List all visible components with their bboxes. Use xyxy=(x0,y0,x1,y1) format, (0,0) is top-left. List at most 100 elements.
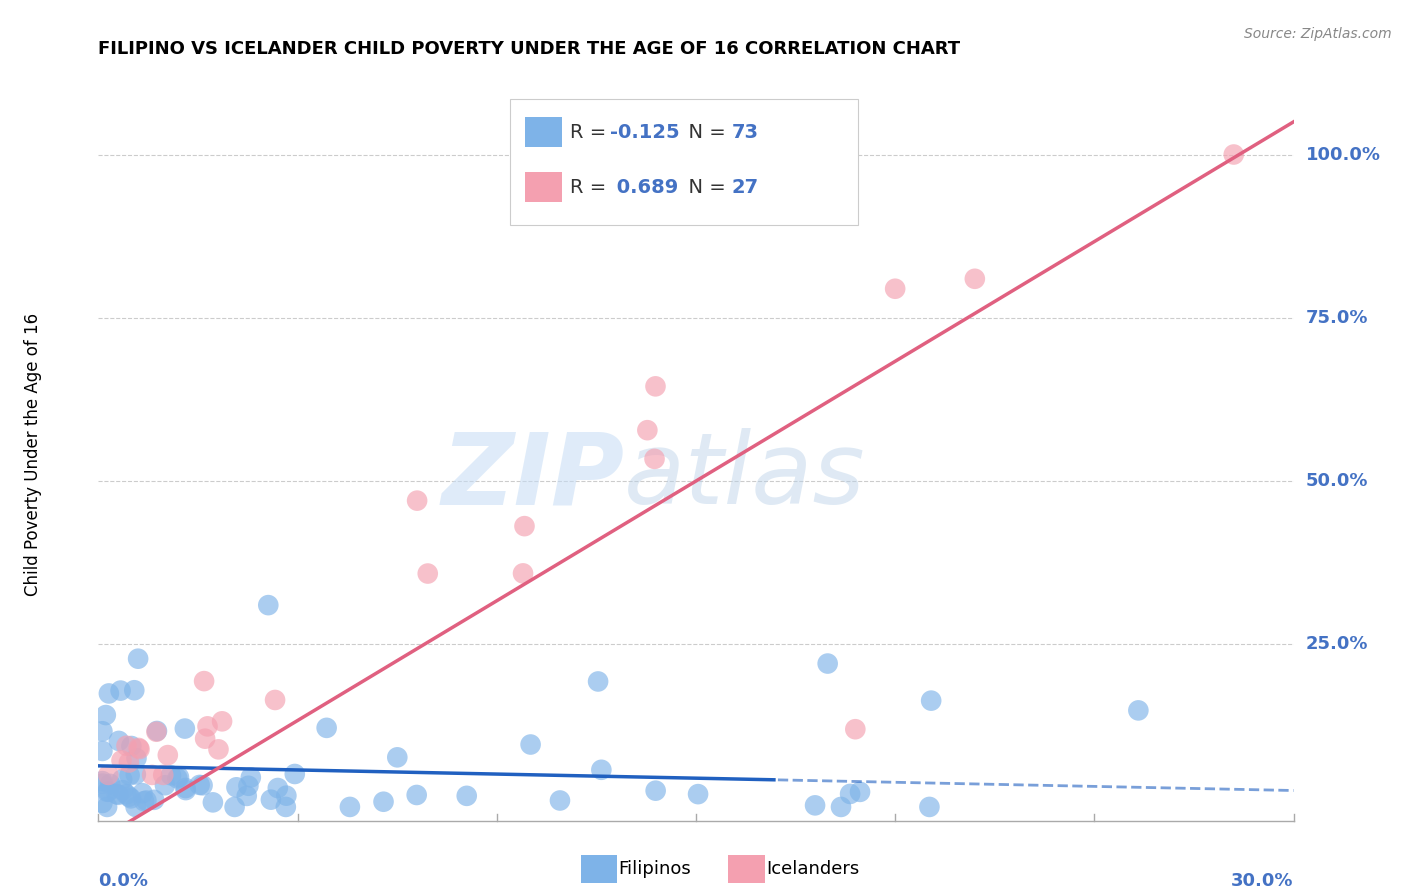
Point xyxy=(1222,147,1246,161)
Point xyxy=(173,722,195,736)
Point xyxy=(97,784,120,798)
Point xyxy=(111,783,134,797)
Point xyxy=(239,771,262,785)
Point xyxy=(839,787,862,801)
Point xyxy=(105,787,128,801)
Point xyxy=(849,785,872,799)
Point xyxy=(91,776,114,790)
Point xyxy=(127,651,149,665)
Text: 75.0%: 75.0% xyxy=(1305,309,1368,326)
Point xyxy=(920,693,942,707)
Point xyxy=(284,767,307,781)
Point xyxy=(405,788,427,802)
Text: Filipinos: Filipinos xyxy=(619,860,692,878)
Point xyxy=(146,723,169,738)
Text: 27: 27 xyxy=(731,178,759,196)
Point xyxy=(194,731,217,746)
Point xyxy=(174,783,197,797)
Text: Child Poverty Under the Age of 16: Child Poverty Under the Age of 16 xyxy=(24,313,42,597)
Point xyxy=(120,791,142,805)
Point xyxy=(548,793,571,807)
Text: N =: N = xyxy=(675,122,731,142)
Point xyxy=(188,778,211,792)
Point xyxy=(166,772,188,786)
Point xyxy=(128,740,150,755)
Point xyxy=(456,789,478,803)
Text: 0.689: 0.689 xyxy=(610,178,678,196)
Point xyxy=(111,772,134,787)
Point xyxy=(586,674,609,689)
Point xyxy=(406,493,429,508)
Text: ZIP: ZIP xyxy=(441,428,624,525)
Point xyxy=(143,793,166,807)
Point xyxy=(817,657,839,671)
Point xyxy=(644,451,666,466)
Point xyxy=(225,780,247,795)
Point xyxy=(884,282,907,296)
Point xyxy=(96,785,118,799)
Point xyxy=(107,788,129,802)
Point xyxy=(193,674,215,689)
Point xyxy=(131,786,153,800)
Text: -0.125: -0.125 xyxy=(610,122,679,142)
Point xyxy=(125,767,148,781)
Point xyxy=(267,780,290,795)
Point xyxy=(686,787,709,801)
Point xyxy=(224,800,246,814)
Point xyxy=(339,800,361,814)
Text: 50.0%: 50.0% xyxy=(1305,472,1368,490)
Point xyxy=(830,800,852,814)
Point xyxy=(191,778,214,792)
Point xyxy=(644,379,666,393)
Point xyxy=(124,800,146,814)
Point xyxy=(636,423,658,437)
Point xyxy=(141,768,163,782)
Point xyxy=(257,598,280,612)
Point xyxy=(373,795,395,809)
Point xyxy=(644,783,666,797)
Point xyxy=(110,683,132,698)
Point xyxy=(211,714,233,729)
Text: atlas: atlas xyxy=(624,428,866,525)
Point xyxy=(264,693,287,707)
Text: N =: N = xyxy=(675,178,731,196)
Point xyxy=(135,793,157,807)
Point xyxy=(844,723,866,737)
Point xyxy=(94,708,117,723)
Point xyxy=(132,794,155,808)
Point xyxy=(174,780,197,795)
Point xyxy=(416,566,439,581)
Point xyxy=(118,756,141,770)
Point xyxy=(156,748,179,763)
Point xyxy=(125,751,148,765)
Point xyxy=(315,721,337,735)
Point xyxy=(118,789,141,804)
Point xyxy=(97,768,120,782)
Point xyxy=(197,719,219,733)
Point xyxy=(120,739,142,753)
Text: R =: R = xyxy=(571,122,613,142)
Point xyxy=(519,738,541,752)
Point xyxy=(160,768,183,782)
Point xyxy=(260,792,283,806)
Point xyxy=(591,763,613,777)
Point xyxy=(110,753,132,767)
Point xyxy=(96,800,118,814)
Text: Icelanders: Icelanders xyxy=(766,860,859,878)
Point xyxy=(276,789,298,803)
Text: Source: ZipAtlas.com: Source: ZipAtlas.com xyxy=(1244,27,1392,41)
Text: 30.0%: 30.0% xyxy=(1232,871,1294,890)
Point xyxy=(153,778,176,792)
Point xyxy=(124,683,146,698)
Point xyxy=(235,789,257,803)
Point xyxy=(91,774,114,789)
Point xyxy=(513,519,536,533)
Point xyxy=(115,787,138,801)
Point xyxy=(963,272,986,286)
Point xyxy=(804,798,827,813)
Point xyxy=(115,739,138,753)
Text: 73: 73 xyxy=(731,122,759,142)
Point xyxy=(512,566,534,581)
Point xyxy=(1128,703,1150,717)
Point xyxy=(118,768,141,782)
